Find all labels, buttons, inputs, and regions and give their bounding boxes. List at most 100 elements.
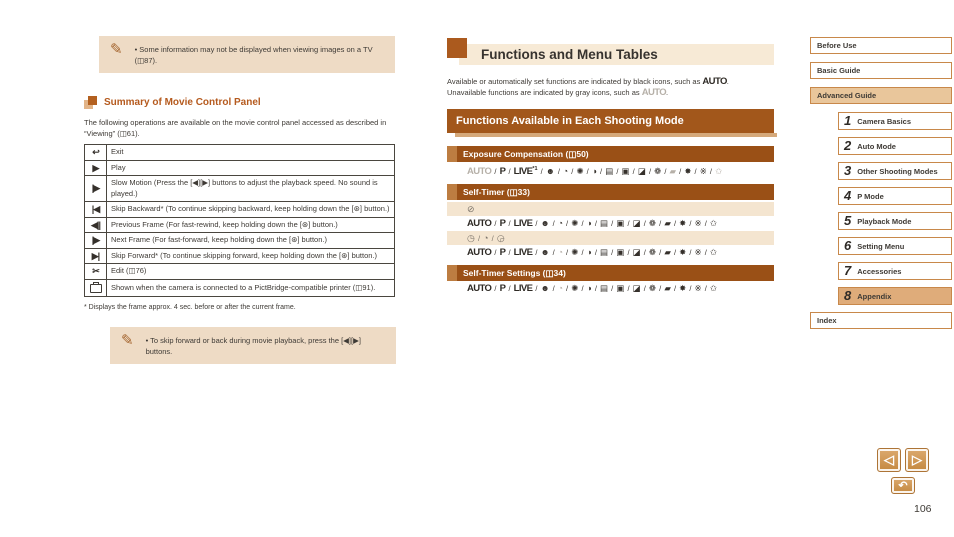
print-icon bbox=[84, 278, 107, 297]
table-row: Shown when the camera is connected to a … bbox=[84, 278, 395, 297]
separator: / bbox=[609, 248, 616, 257]
separator: / bbox=[550, 248, 557, 257]
sidebar-chapter-playback-mode[interactable]: 5 Playback Mode bbox=[838, 212, 952, 230]
sidebar-chapter-camera-basics[interactable]: 1 Camera Basics bbox=[838, 112, 952, 130]
table-row: |▶ Slow Motion (Press the [◀][▶] buttons … bbox=[84, 175, 395, 202]
chapter-number: 5 bbox=[844, 213, 852, 228]
function-group: Self-Timer (◫33) ⊘ AUTO / P / LIVE / ☻ / ◔… bbox=[447, 183, 774, 259]
separator: / bbox=[579, 248, 586, 257]
heading-square-icon bbox=[84, 96, 98, 109]
chapter-label: Other Shooting Modes bbox=[857, 166, 938, 176]
portrait-mode-icon: ☻ bbox=[540, 217, 550, 228]
separator: / bbox=[592, 218, 600, 228]
separator: / bbox=[687, 248, 694, 257]
fireworks-mode-icon: ✸ bbox=[684, 166, 692, 176]
long-shutter-mode-icon: ✩ bbox=[709, 217, 718, 228]
sidebar-item-index[interactable]: Index bbox=[810, 312, 952, 329]
left-arrow-icon: ◁ bbox=[884, 452, 894, 467]
table-row: ✂ Edit (◫76) bbox=[84, 263, 395, 280]
chapter-number: 8 bbox=[844, 288, 852, 303]
middle-column: Functions and Menu Tables Available or a… bbox=[447, 38, 777, 300]
mode-icon-row: AUTO / P / LIVE*1 / ☻ / ◔ / ✺ / ◑ / ▤ / … bbox=[447, 164, 774, 178]
shooting-groups: Exposure Compensation (◫50) AUTO / P / LI… bbox=[447, 146, 774, 294]
portrait-mode-icon: ☻ bbox=[545, 166, 555, 176]
slow-motion-icon: |▶ bbox=[84, 175, 107, 202]
sidebar-chapter-appendix[interactable]: 8 Appendix bbox=[838, 287, 952, 305]
toy-camera-mode-icon: ▣ bbox=[621, 166, 630, 176]
sidebar-item-before-use[interactable]: Before Use bbox=[810, 37, 952, 54]
poster-effect-mode-icon: ▰ bbox=[664, 247, 671, 257]
separator: / bbox=[609, 218, 616, 228]
fireworks-mode-icon: ✸ bbox=[679, 282, 687, 293]
separator: / bbox=[579, 218, 586, 228]
portrait-mode-icon: ☻ bbox=[540, 282, 550, 293]
operation-description: Play bbox=[106, 159, 395, 176]
monochrome-mode-icon: ◪ bbox=[632, 282, 641, 293]
operation-description: Previous Frame (For fast-rewind, keep ho… bbox=[106, 216, 395, 233]
separator: / bbox=[506, 248, 513, 257]
skip-backward-icon: |◀ bbox=[84, 201, 107, 218]
separator: / bbox=[492, 167, 499, 176]
program-mode-icon: P bbox=[499, 166, 506, 177]
face-self-timer-mode-icon: ◔ bbox=[563, 166, 569, 176]
super-vivid-mode-icon: ❁ bbox=[648, 282, 657, 293]
pencil-icon: ✎ bbox=[110, 41, 123, 58]
sidebar-chapter-accessories[interactable]: 7 Accessories bbox=[838, 262, 952, 280]
separator: / bbox=[489, 234, 496, 243]
sidebar-chapters: 1 Camera Basics 2 Auto Mode 3 Other Shooting … bbox=[838, 112, 952, 305]
sidebar-item-basic-guide[interactable]: Basic Guide bbox=[810, 62, 952, 79]
return-button[interactable]: ↶ bbox=[891, 477, 915, 494]
separator: / bbox=[646, 167, 654, 176]
separator: / bbox=[702, 218, 709, 228]
long-shutter-mode-icon: ✩ bbox=[709, 282, 718, 293]
operation-description: Exit bbox=[106, 144, 395, 161]
separator: / bbox=[492, 248, 499, 257]
mode-icon-row: AUTO / P / LIVE / ☻ / ◔ / ✺ / ◑ / ▤ / ▣ … bbox=[447, 247, 774, 259]
low-light-mode-icon: ✺ bbox=[571, 247, 579, 257]
edit-icon: ✂ bbox=[84, 263, 107, 280]
separator: / bbox=[630, 167, 637, 176]
group-banner: Exposure Compensation (◫50) bbox=[447, 146, 774, 162]
separator: / bbox=[671, 248, 679, 257]
chapter-number: 4 bbox=[844, 188, 852, 203]
option-row: ◷ / ◔ / ◶ bbox=[447, 231, 774, 245]
sidebar-item-advanced-guide[interactable]: Advanced Guide bbox=[810, 87, 952, 104]
intro-fragment: . bbox=[726, 77, 729, 86]
separator: / bbox=[641, 218, 648, 228]
separator: / bbox=[625, 218, 632, 228]
note-box: ✎ Some information may not be displayed … bbox=[99, 36, 395, 73]
live-view-mode-icon: LIVE*1 bbox=[513, 166, 538, 177]
chapter-label: P Mode bbox=[857, 191, 884, 201]
auto-mode-icon: AUTO bbox=[467, 282, 492, 294]
separator: / bbox=[569, 167, 576, 176]
separator: / bbox=[550, 218, 557, 228]
chapter-label: Camera Basics bbox=[857, 116, 912, 126]
separator: / bbox=[584, 167, 591, 176]
sidebar-chapter-auto-mode[interactable]: 2 Auto Mode bbox=[838, 137, 952, 155]
sidebar-chapter-other-shooting-modes[interactable]: 3 Other Shooting Modes bbox=[838, 162, 952, 180]
play-icon: ▶ bbox=[84, 159, 107, 176]
sparkle-mode-icon: ※ bbox=[694, 247, 702, 257]
previous-page-button[interactable]: ◁ bbox=[877, 448, 901, 472]
separator: / bbox=[563, 248, 571, 257]
separator: / bbox=[550, 283, 557, 293]
separator: / bbox=[475, 234, 483, 243]
next-page-button[interactable]: ▷ bbox=[905, 448, 929, 472]
table-row: ▶ Play bbox=[84, 159, 395, 176]
page-title-block: Functions and Menu Tables bbox=[447, 38, 774, 65]
auto-logo: AUTO bbox=[641, 86, 667, 98]
monochrome-mode-icon: ◪ bbox=[637, 166, 646, 176]
sidebar-chapter-setting-menu[interactable]: 6 Setting Menu bbox=[838, 237, 952, 255]
sidebar-chapter-p-mode[interactable]: 4 P Mode bbox=[838, 187, 952, 205]
monochrome-mode-icon: ◪ bbox=[632, 217, 641, 228]
table-row: ◀|| Previous Frame (For fast-rewind, keep… bbox=[84, 216, 395, 233]
table-row: ▶| Skip Forward* (To continue skipping fo… bbox=[84, 247, 395, 264]
auto-logo: AUTO bbox=[702, 76, 727, 87]
chapter-label: Appendix bbox=[857, 291, 892, 301]
note-text: Some information may not be displayed wh… bbox=[135, 43, 386, 66]
function-group: Self-Timer Settings (◫34) AUTO / P / LIVE… bbox=[447, 264, 774, 295]
separator: / bbox=[657, 283, 664, 293]
pencil-icon: ✎ bbox=[121, 332, 134, 349]
sparkle-mode-icon: ※ bbox=[694, 217, 702, 228]
super-vivid-mode-icon: ❁ bbox=[648, 247, 657, 257]
